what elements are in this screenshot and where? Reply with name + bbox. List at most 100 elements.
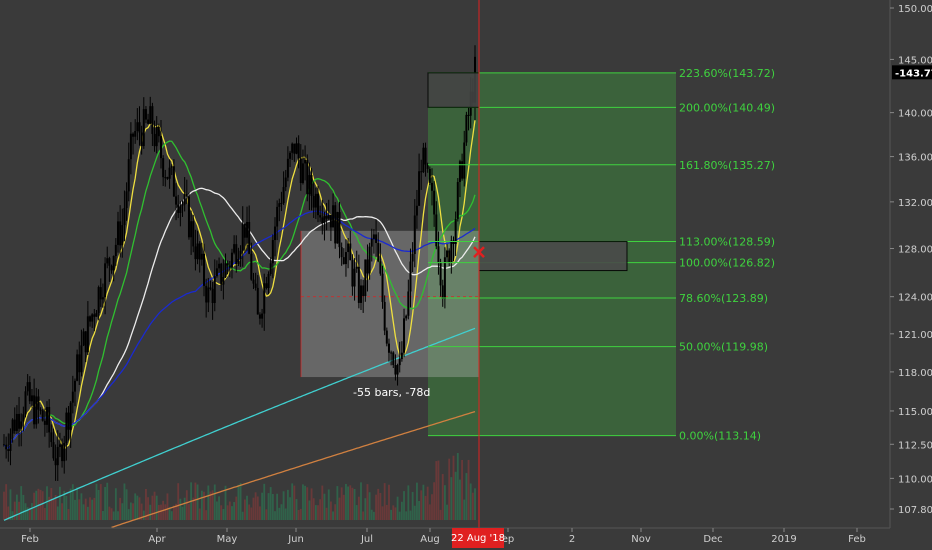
volume-bar — [263, 483, 266, 520]
candle-body — [110, 265, 113, 271]
volume-bar — [373, 511, 375, 520]
volume-bar — [65, 495, 68, 520]
volume-bar — [239, 483, 242, 520]
volume-bar — [424, 495, 427, 520]
range-annotation-label: -55 bars, -78d — [353, 386, 430, 399]
volume-bar — [256, 496, 259, 520]
candle-body — [50, 432, 53, 443]
candle-body — [207, 287, 210, 303]
candle-body — [101, 297, 104, 300]
candle-body — [297, 143, 300, 159]
candle-body — [405, 315, 408, 319]
candle-body — [160, 136, 162, 159]
volume-bar — [469, 483, 472, 520]
candle-body — [91, 314, 94, 322]
candle-body — [403, 318, 406, 353]
volume-bar — [437, 460, 440, 520]
volume-bar — [112, 511, 115, 520]
candle-body — [134, 130, 137, 137]
volume-bar — [317, 505, 319, 520]
volume-bar — [461, 460, 463, 520]
time-tick-label: 2 — [569, 534, 575, 545]
candle-body — [95, 312, 98, 317]
candle-body — [65, 412, 68, 444]
volume-bar — [11, 511, 14, 520]
volume-bar — [250, 507, 253, 520]
candle-body — [190, 221, 193, 238]
candle-body — [196, 243, 199, 260]
volume-bar — [185, 490, 188, 520]
candle-body — [390, 352, 393, 354]
volume-bar — [226, 505, 229, 520]
projection-box[interactable] — [478, 241, 628, 272]
candle-body — [237, 259, 240, 265]
candle-body — [205, 285, 208, 303]
candle-body — [136, 122, 139, 131]
candle-body — [347, 243, 350, 253]
volume-bar — [398, 511, 401, 520]
volume-bar — [157, 504, 160, 520]
volume-bar — [323, 493, 326, 520]
candle-body — [263, 283, 266, 314]
volume-bar — [325, 507, 328, 520]
volume-bar — [13, 501, 16, 520]
candle-body — [327, 215, 330, 219]
volume-bar — [97, 489, 100, 520]
volume-bar — [385, 504, 388, 520]
candle-body — [375, 234, 378, 244]
candle-body — [123, 208, 126, 226]
candle-body — [360, 285, 363, 303]
candle-body — [323, 216, 326, 224]
candle-body — [258, 314, 261, 319]
volume-bar — [136, 495, 139, 520]
candle-body — [276, 206, 279, 227]
candle-body — [301, 163, 304, 184]
candle-body — [215, 268, 218, 277]
candle-body — [437, 246, 440, 263]
candle-body — [362, 285, 365, 297]
candle-body — [372, 234, 375, 239]
candle-body — [119, 221, 122, 246]
volume-bar — [216, 501, 218, 520]
volume-bar — [364, 498, 367, 520]
volume-bar — [95, 483, 98, 520]
volume-bar — [454, 471, 457, 520]
moving-average-line — [3, 327, 476, 521]
candle-body — [342, 257, 345, 265]
candle-body — [415, 205, 418, 216]
volume-bar — [280, 504, 283, 520]
price-tick-label: 112.50 — [898, 440, 932, 451]
candle-body — [54, 458, 57, 466]
last-price-tag — [892, 65, 932, 80]
candle-body — [86, 316, 89, 353]
candle-body — [183, 194, 186, 205]
candle-body — [213, 276, 216, 304]
candle-body — [349, 243, 352, 261]
candle-body — [310, 175, 313, 196]
volume-bar — [213, 484, 216, 520]
candle-body — [248, 222, 251, 254]
volume-bar — [160, 504, 162, 520]
fib-level-label: 0.00%(113.14) — [679, 430, 761, 443]
volume-bar — [37, 488, 40, 520]
volume-bar — [291, 483, 294, 520]
volume-bar — [114, 488, 117, 520]
candle-body — [291, 143, 294, 153]
candle-body — [203, 253, 206, 286]
candle-body — [28, 382, 31, 402]
volume-bar — [181, 506, 184, 520]
candle-body — [282, 187, 285, 203]
volume-bar — [452, 455, 455, 520]
volume-bar — [224, 485, 227, 520]
candle-body — [80, 345, 83, 373]
volume-bar — [106, 482, 109, 520]
volume-bar — [177, 483, 180, 520]
volume-bar — [353, 488, 356, 520]
volume-bar — [351, 487, 354, 520]
candle-body — [321, 217, 324, 224]
volume-bar — [86, 506, 89, 520]
volume-bar — [422, 484, 425, 520]
fib-extension-levels[interactable]: 223.60%(143.72) 200.00%(140.49) 161.80%(13… — [427, 67, 775, 443]
